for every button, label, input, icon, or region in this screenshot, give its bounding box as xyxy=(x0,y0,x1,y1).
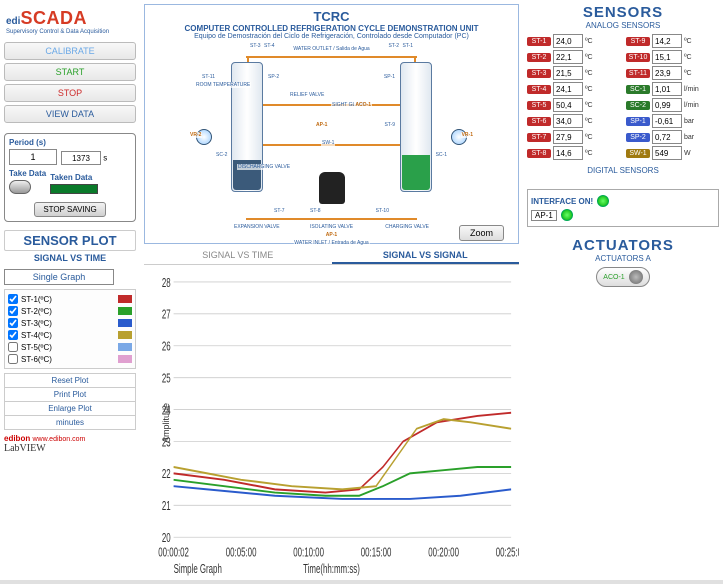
chart: Amplitude 20212223242526272800:00:0200:0… xyxy=(144,269,519,576)
svg-text:00:00:02: 00:00:02 xyxy=(158,546,189,560)
color-swatch xyxy=(118,355,132,363)
sensor-readout: ST-814,6ºC xyxy=(527,146,620,160)
svg-text:Simple Graph: Simple Graph xyxy=(174,562,222,576)
graph-mode-dropdown[interactable]: Single Graph xyxy=(4,269,114,285)
evaporator-cylinder xyxy=(400,62,432,192)
plot-button[interactable]: Enlarge Plot xyxy=(5,402,135,416)
logo: ediSCADA Supervisory Control & Data Acqu… xyxy=(4,4,136,39)
tab-signal-vs-time[interactable]: SIGNAL VS TIME xyxy=(144,248,332,264)
tab-signal-vs-time-left: SIGNAL VS TIME xyxy=(4,251,136,265)
sensor-readout: ST-727,9ºC xyxy=(527,130,620,144)
actuator-dot-icon xyxy=(629,270,643,284)
checkbox[interactable] xyxy=(8,294,18,304)
plot-buttons: Reset PlotPrint PlotEnlarge Plotminutes xyxy=(4,373,136,430)
chart-tabs: SIGNAL VS TIME SIGNAL VS SIGNAL xyxy=(144,248,519,265)
sensor-readout: SP-20,72bar xyxy=(626,130,719,144)
sensor-readout: SP-1-0,61bar xyxy=(626,114,719,128)
svg-text:00:20:00: 00:20:00 xyxy=(428,546,459,560)
sensor-readout: SC-11,01l/min xyxy=(626,82,719,96)
calibrate-button[interactable]: CALIBRATE xyxy=(4,42,136,60)
checkbox[interactable] xyxy=(8,330,18,340)
svg-text:27: 27 xyxy=(162,308,171,322)
actuator-aco1[interactable]: ACO-1 xyxy=(596,267,649,287)
plot-button[interactable]: Reset Plot xyxy=(5,374,135,388)
sensor-check[interactable]: ST-4(ºC) xyxy=(8,329,132,341)
color-swatch xyxy=(118,331,132,339)
checkbox[interactable] xyxy=(8,354,18,364)
stop-button[interactable]: STOP xyxy=(4,84,136,102)
sensor-readout: SW-1549W xyxy=(626,146,719,160)
sensor-readout: ST-914,2ºC xyxy=(626,34,719,48)
diagram-panel: TCRC COMPUTER CONTROLLED REFRIGERATION C… xyxy=(144,4,519,244)
color-swatch xyxy=(118,319,132,327)
sensor-readout: ST-321,5ºC xyxy=(527,66,620,80)
color-swatch xyxy=(118,343,132,351)
diagram: WATER OUTLET / Salida de Agua VR-2 VR-1 … xyxy=(151,44,512,234)
take-data-button[interactable] xyxy=(9,180,31,194)
sensor-check[interactable]: ST-2(ºC) xyxy=(8,305,132,317)
sensor-readout: ST-550,4ºC xyxy=(527,98,620,112)
sensor-check[interactable]: ST-3(ºC) xyxy=(8,317,132,329)
sensor-check[interactable]: ST-1(ºC) xyxy=(8,293,132,305)
stop-saving-button[interactable]: STOP SAVING xyxy=(34,202,105,217)
start-button[interactable]: START xyxy=(4,63,136,81)
svg-text:00:05:00: 00:05:00 xyxy=(226,546,257,560)
svg-text:21: 21 xyxy=(162,499,171,513)
zoom-button[interactable]: Zoom xyxy=(459,225,504,241)
checkbox[interactable] xyxy=(8,342,18,352)
sensor-readout: ST-124,0ºC xyxy=(527,34,620,48)
sensor-plot-title: SENSOR PLOT xyxy=(4,230,136,251)
svg-text:00:25:02: 00:25:02 xyxy=(496,546,519,560)
view-data-button[interactable]: VIEW DATA xyxy=(4,105,136,123)
svg-text:26: 26 xyxy=(162,340,171,354)
taken-data-bar xyxy=(50,184,98,194)
period-input[interactable] xyxy=(9,149,57,165)
svg-text:28: 28 xyxy=(162,276,171,290)
diagram-title: TCRC xyxy=(151,9,512,24)
color-swatch xyxy=(118,307,132,315)
interface-led xyxy=(597,195,609,207)
ap1-led xyxy=(561,209,573,221)
interface-panel: INTERFACE ON! AP-1 xyxy=(527,189,719,227)
sensor-readout: ST-1015,1ºC xyxy=(626,50,719,64)
svg-text:Time(hh:mm:ss): Time(hh:mm:ss) xyxy=(303,562,360,576)
checkbox[interactable] xyxy=(8,318,18,328)
footer: edibon www.edibon.com LabVIEW xyxy=(4,434,136,454)
svg-text:00:15:00: 00:15:00 xyxy=(361,546,392,560)
actuators-title: ACTUATORS xyxy=(527,237,719,254)
sensor-check[interactable]: ST-5(ºC) xyxy=(8,341,132,353)
sensor-readout: ST-424,1ºC xyxy=(527,82,620,96)
svg-text:22: 22 xyxy=(162,467,171,481)
sensor-readout: ST-1123,9ºC xyxy=(626,66,719,80)
sensor-readout: ST-634,0ºC xyxy=(527,114,620,128)
svg-text:00:10:00: 00:10:00 xyxy=(293,546,324,560)
sensor-grid: ST-124,0ºC ST-914,2ºC ST-222,1ºC ST-1015,1º… xyxy=(527,34,719,160)
svg-text:20: 20 xyxy=(162,531,171,545)
color-swatch xyxy=(118,295,132,303)
svg-text:25: 25 xyxy=(162,372,171,386)
sensors-title: SENSORS xyxy=(527,4,719,21)
checkbox[interactable] xyxy=(8,306,18,316)
tab-signal-vs-signal[interactable]: SIGNAL VS SIGNAL xyxy=(332,248,520,264)
sensor-readout: ST-222,1ºC xyxy=(527,50,620,64)
sensor-check[interactable]: ST-6(ºC) xyxy=(8,353,132,365)
plot-button[interactable]: minutes xyxy=(5,416,135,429)
compressor-icon xyxy=(319,172,345,204)
period-panel: Period (s) 1373 s Take Data Taken Data xyxy=(4,133,136,222)
sensor-readout: SC-20,99l/min xyxy=(626,98,719,112)
sensor-checklist: ST-1(ºC)ST-2(ºC)ST-3(ºC)ST-4(ºC)ST-5(ºC)… xyxy=(4,289,136,369)
plot-button[interactable]: Print Plot xyxy=(5,388,135,402)
period-count: 1373 xyxy=(61,151,101,165)
